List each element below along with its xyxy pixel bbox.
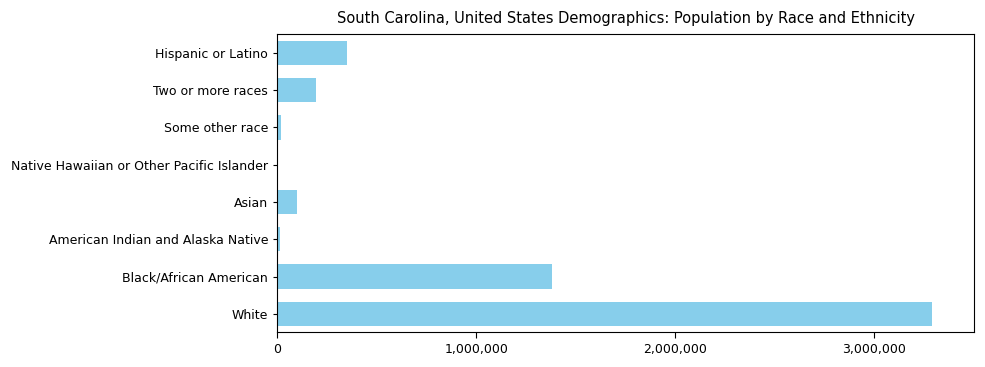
Bar	[277, 265, 552, 289]
Bar	[277, 302, 932, 326]
Bar	[277, 115, 281, 139]
Bar	[277, 227, 281, 251]
Title: South Carolina, United States Demographics: Population by Race and Ethnicity: South Carolina, United States Demographi…	[337, 11, 914, 26]
Bar	[277, 153, 278, 177]
Bar	[277, 41, 347, 65]
Bar	[277, 78, 316, 102]
Bar	[277, 190, 296, 214]
